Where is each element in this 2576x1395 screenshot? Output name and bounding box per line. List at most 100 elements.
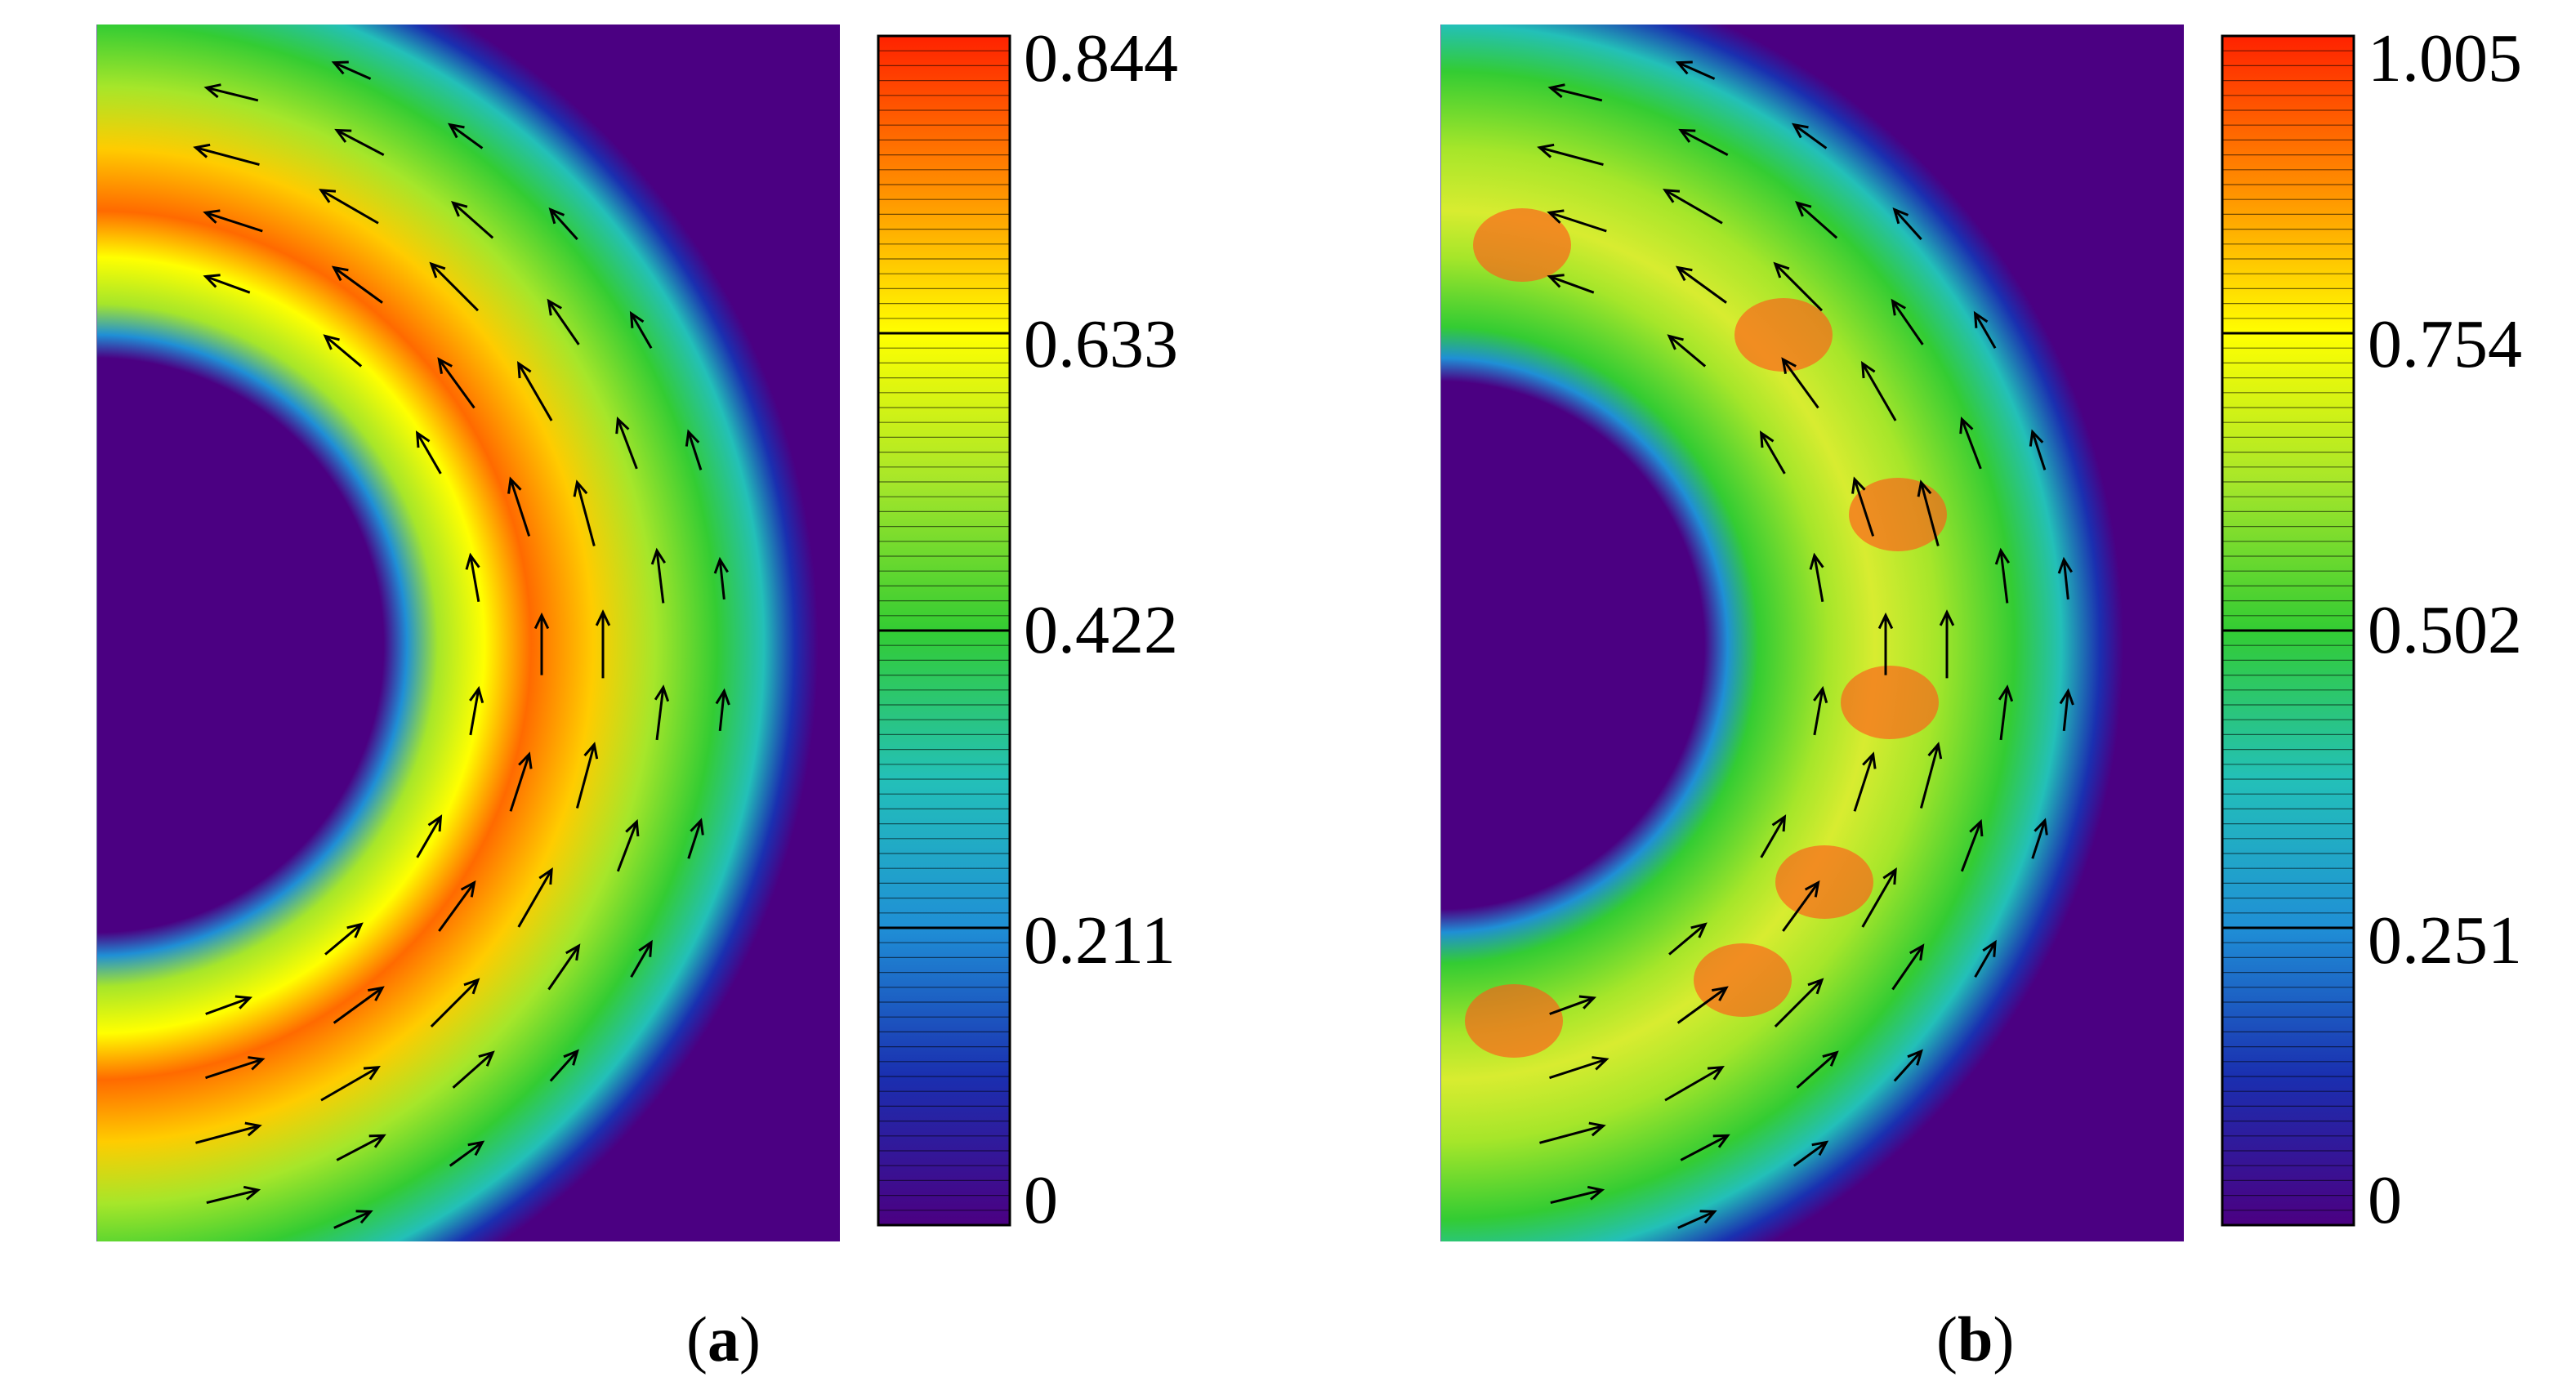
- field-plot-a: [96, 25, 840, 1241]
- velocity-arrow-a: [630, 939, 653, 978]
- velocity-arrow-b: [1919, 742, 1943, 809]
- velocity-arrow-b: [1853, 751, 1877, 812]
- velocity-arrow-b: [1675, 265, 1727, 304]
- velocity-arrow-a: [333, 1210, 373, 1229]
- field-plot-svg-a: [96, 25, 840, 1241]
- colorbar-tick-a-4: 0: [1024, 1162, 1058, 1238]
- velocity-arrow-a: [323, 334, 363, 368]
- velocity-arrow-b: [1891, 943, 1925, 991]
- caption-a-open: (: [686, 1304, 708, 1375]
- velocity-arrow-a: [465, 552, 480, 602]
- caption-b: (b): [1936, 1303, 2014, 1376]
- velocity-arrow-a: [430, 978, 480, 1028]
- velocity-arrow-b: [1892, 207, 1922, 240]
- velocity-arrow-a: [575, 742, 599, 809]
- velocity-arrow-b: [2057, 556, 2073, 600]
- velocity-arrow-a: [469, 685, 484, 736]
- velocity-arrow-b: [2059, 688, 2074, 732]
- velocity-arrow-a: [205, 1056, 266, 1080]
- field-colormap-a: [96, 25, 840, 1241]
- colorbar-tick-b-0: 1.005: [2368, 20, 2522, 96]
- velocity-arrow-b: [1893, 1049, 1923, 1082]
- velocity-arrow-a: [320, 1066, 381, 1102]
- hotspot-b-2: [1849, 478, 1947, 551]
- velocity-arrow-a: [447, 123, 484, 149]
- velocity-arrow-a: [548, 207, 578, 240]
- velocity-arrow-a: [336, 1134, 386, 1161]
- velocity-arrow-a: [331, 265, 383, 304]
- velocity-arrow-a: [615, 416, 638, 470]
- velocity-arrow-b: [1973, 310, 1997, 349]
- velocity-arrow-b: [1549, 995, 1597, 1015]
- velocity-arrow-b: [1677, 1210, 1717, 1229]
- field-colormap-b: [1440, 25, 2184, 1241]
- velocity-arrow-b: [2031, 818, 2048, 859]
- velocity-arrow-b: [1917, 479, 1940, 546]
- velocity-arrow-a: [452, 1050, 495, 1089]
- velocity-arrow-a: [517, 867, 553, 928]
- hotspot-b-5: [1694, 943, 1792, 1017]
- velocity-arrow-a: [573, 479, 596, 546]
- velocity-arrow-b: [1959, 416, 1982, 470]
- velocity-arrow-a: [203, 83, 259, 102]
- velocity-arrow-a: [205, 995, 253, 1015]
- velocity-arrow-a: [547, 943, 581, 991]
- velocity-arrow-a: [517, 361, 553, 421]
- velocity-arrow-a: [534, 612, 550, 675]
- colorbar-tick-a-0: 0.844: [1024, 20, 1178, 96]
- velocity-arrow-b: [1547, 209, 1607, 233]
- velocity-arrow-b: [1796, 1050, 1839, 1089]
- velocity-arrow-b: [2029, 429, 2047, 470]
- velocity-arrow-a: [331, 60, 372, 80]
- velocity-arrow-a: [595, 609, 611, 679]
- field-plot-svg-b: [1440, 25, 2184, 1241]
- velocity-arrow-b: [1792, 1140, 1829, 1167]
- velocity-arrow-a: [438, 880, 476, 932]
- velocity-arrow-b: [1877, 612, 1894, 675]
- velocity-arrow-a: [685, 429, 703, 470]
- hotspot-b-0: [1473, 208, 1571, 282]
- velocity-arrow-b: [1794, 200, 1838, 239]
- velocity-arrow-a: [195, 1121, 262, 1144]
- velocity-arrow-a: [654, 684, 670, 741]
- velocity-arrow-a: [650, 547, 667, 604]
- caption-b-close: ): [1993, 1304, 2015, 1375]
- velocity-arrow-b: [1664, 1066, 1725, 1102]
- velocity-arrow-a: [203, 209, 263, 233]
- velocity-arrow-b: [1774, 978, 1824, 1028]
- colorbar-svg-b: [2221, 34, 2355, 1227]
- colorbar-tick-a-3: 0.211: [1024, 903, 1176, 978]
- velocity-arrow-a: [319, 189, 379, 225]
- velocity-arrow-b: [1676, 986, 1729, 1024]
- hotspot-b-1: [1734, 298, 1833, 372]
- velocity-arrow-a: [334, 128, 385, 157]
- velocity-arrow-b: [1549, 1056, 1609, 1080]
- velocity-arrow-b: [1851, 476, 1875, 537]
- velocity-arrow-b: [1974, 939, 1997, 978]
- velocity-arrow-b: [1994, 547, 2011, 604]
- hotspot-b-4: [1775, 845, 1873, 919]
- velocity-arrow-b: [1668, 922, 1708, 956]
- velocity-arrow-a: [509, 751, 533, 812]
- caption-a-letter: a: [707, 1304, 739, 1375]
- velocity-arrow-b: [1782, 880, 1820, 932]
- velocity-arrow-a: [193, 143, 260, 167]
- velocity-arrow-b: [1960, 818, 1984, 872]
- velocity-arrow-b: [1781, 357, 1819, 409]
- colorbar-svg-a: [877, 34, 1011, 1227]
- velocity-arrow-a: [416, 814, 443, 858]
- hotspot-b-6: [1465, 984, 1563, 1058]
- velocity-arrow-b: [1547, 274, 1595, 294]
- colorbar-tick-b-4: 0: [2368, 1162, 2402, 1238]
- velocity-arrow-a: [203, 274, 251, 294]
- velocity-arrow-b: [1791, 123, 1828, 149]
- velocity-arrow-b: [1809, 552, 1824, 602]
- velocity-arrow-b: [1667, 334, 1707, 368]
- colorbar-tick-b-3: 0.251: [2368, 903, 2522, 978]
- velocity-arrow-b: [1813, 685, 1828, 736]
- colorbar-tick-a-1: 0.633: [1024, 306, 1178, 382]
- velocity-arrow-b: [1939, 609, 1955, 679]
- velocity-arrow-a: [324, 922, 364, 956]
- colorbar-tick-a-2: 0.422: [1024, 592, 1178, 668]
- velocity-arrow-a: [507, 476, 531, 537]
